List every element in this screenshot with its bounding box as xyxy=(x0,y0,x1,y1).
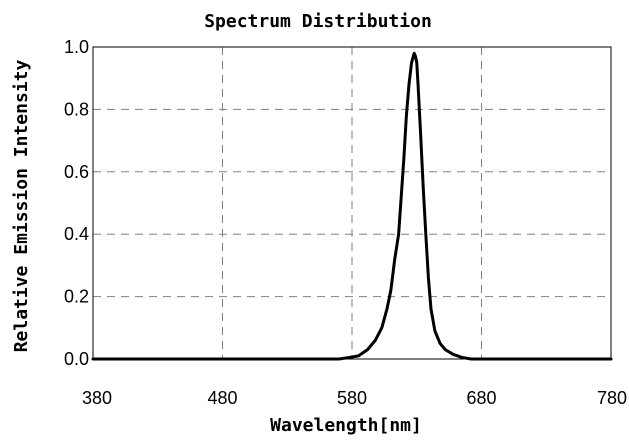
y-tick-label: 0.6 xyxy=(64,162,89,182)
y-tick-label: 0.4 xyxy=(64,224,89,244)
x-tick-label: 480 xyxy=(207,388,237,408)
x-tick-label: 680 xyxy=(466,388,496,408)
y-tick-labels: 0.0 0.2 0.4 0.6 0.8 1.0 xyxy=(64,37,89,369)
x-tick-labels: 380 480 580 680 780 xyxy=(82,388,627,408)
y-tick-label: 0.8 xyxy=(64,99,89,119)
y-tick-label: 1.0 xyxy=(64,37,89,57)
y-tick-label: 0.2 xyxy=(64,287,89,307)
series-line xyxy=(91,51,613,361)
y-axis-label: Relative Emission Intensity xyxy=(11,60,32,353)
y-tick-label: 0.0 xyxy=(64,349,89,369)
x-tick-label: 380 xyxy=(82,388,112,408)
x-tick-label: 580 xyxy=(337,388,367,408)
x-tick-label: 780 xyxy=(597,388,627,408)
grid-lines xyxy=(93,47,611,359)
chart-title: Spectrum Distribution xyxy=(204,11,432,32)
x-axis-label: Wavelength[nm] xyxy=(270,415,422,436)
plot-frame xyxy=(92,46,612,360)
